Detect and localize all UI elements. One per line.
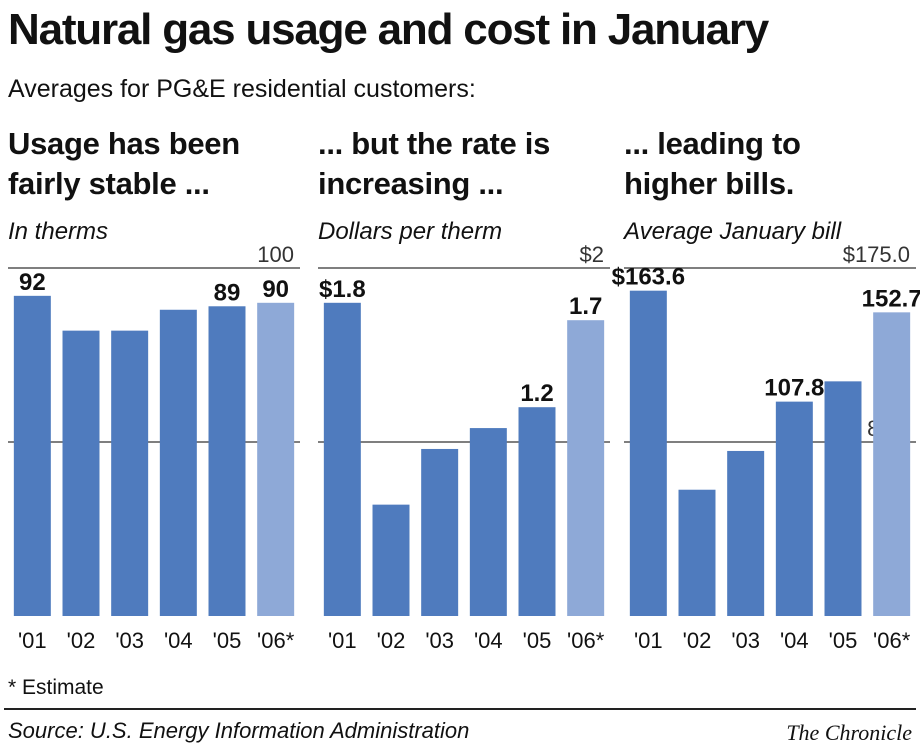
- x-tick-label: '03: [731, 628, 760, 653]
- y-tick-label: $175.0: [843, 242, 910, 267]
- x-tick-label: '01: [18, 628, 47, 653]
- source-note: Source: U.S. Energy Information Administ…: [8, 718, 470, 743]
- bill-chart: 0.087.5$175.0$163.6'01'02'03107.8'04'051…: [612, 242, 920, 653]
- estimate-footnote: * Estimate: [8, 676, 104, 699]
- x-tick-label: '05: [523, 628, 552, 653]
- data-label: 90: [262, 276, 289, 303]
- bar: [678, 489, 716, 616]
- panel-headline: ... but the rate is increasing ...: [318, 126, 551, 201]
- bar: [775, 401, 813, 616]
- x-tick-label: '04: [164, 628, 193, 653]
- bar: [567, 320, 605, 616]
- y-tick-label: $2: [580, 242, 604, 267]
- x-tick-label: '02: [683, 628, 712, 653]
- publication-credit: The Chronicle: [786, 720, 912, 745]
- x-tick-label: '02: [67, 628, 96, 653]
- bar: [159, 309, 197, 616]
- bar: [372, 504, 410, 616]
- rate-chart: 01$2$1.8'01'02'03'041.2'051.7'06*: [318, 242, 610, 653]
- x-tick-label: '04: [474, 628, 503, 653]
- y-tick-label: 100: [257, 242, 294, 267]
- x-tick-label: '03: [115, 628, 144, 653]
- panel-headline: Usage has been fairly stable ...: [8, 126, 240, 201]
- x-tick-label: '04: [780, 628, 809, 653]
- bar: [323, 302, 361, 616]
- panel-unit-label: Average January bill: [624, 218, 842, 245]
- panel-unit-label: Dollars per therm: [318, 218, 503, 245]
- x-tick-label: '06*: [567, 628, 605, 653]
- x-tick-label: '01: [328, 628, 357, 653]
- bar: [518, 407, 556, 616]
- bar: [62, 330, 100, 616]
- data-label: 152.7: [862, 285, 920, 312]
- x-tick-label: '05: [213, 628, 242, 653]
- panel-unit-label: In therms: [8, 218, 109, 245]
- data-label: $163.6: [612, 264, 685, 291]
- bar: [824, 381, 862, 616]
- data-label: 89: [214, 279, 241, 306]
- x-tick-label: '02: [377, 628, 406, 653]
- rate-panel: ... but the rate is increasing ... Dolla…: [318, 124, 618, 684]
- bar: [469, 428, 507, 616]
- bar: [629, 290, 667, 616]
- x-tick-label: '06*: [257, 628, 295, 653]
- usage-panel: Usage has been fairly stable ... In ther…: [8, 124, 308, 684]
- data-label: 1.2: [520, 380, 553, 407]
- bar: [421, 448, 459, 616]
- panel-headline: ... leading to higher bills.: [624, 126, 801, 201]
- bar: [208, 306, 246, 616]
- x-tick-label: '01: [634, 628, 663, 653]
- data-label: $1.8: [319, 276, 366, 303]
- chart-title: Natural gas usage and cost in January: [8, 5, 769, 54]
- data-label: 107.8: [764, 375, 824, 402]
- divider: [4, 708, 916, 710]
- x-tick-label: '03: [425, 628, 454, 653]
- bill-panel: ... leading to higher bills. Average Jan…: [612, 124, 920, 684]
- bar: [727, 450, 765, 616]
- data-label: 92: [19, 269, 46, 296]
- bar: [257, 302, 295, 616]
- x-tick-label: '05: [829, 628, 858, 653]
- x-tick-label: '06*: [873, 628, 911, 653]
- chart-subtitle: Averages for PG&E residential customers:: [8, 75, 476, 103]
- bar: [13, 295, 51, 616]
- bar: [873, 312, 911, 616]
- data-label: 1.7: [569, 293, 602, 320]
- bar: [111, 330, 149, 616]
